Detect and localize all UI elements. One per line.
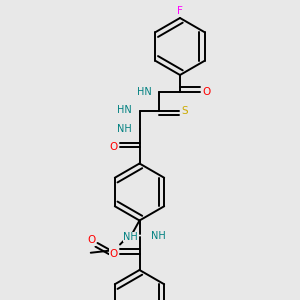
Text: O: O [202,86,210,97]
Text: NH: NH [123,232,138,242]
Text: S: S [182,106,188,116]
Text: F: F [177,5,183,16]
Text: HN: HN [137,86,152,97]
Text: HN: HN [117,104,132,115]
Text: O: O [109,248,118,259]
Text: O: O [87,235,96,245]
Text: NH: NH [117,124,132,134]
Text: O: O [109,142,118,152]
Text: NH: NH [152,230,166,241]
